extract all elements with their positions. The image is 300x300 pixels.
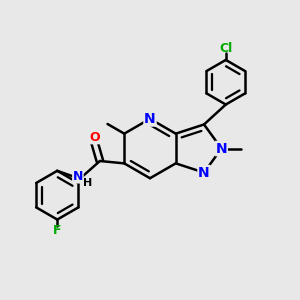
Text: Cl: Cl — [219, 42, 232, 55]
Text: N: N — [216, 142, 227, 155]
Text: N: N — [73, 170, 83, 183]
Text: N: N — [144, 112, 156, 126]
Text: H: H — [83, 178, 93, 188]
Text: N: N — [198, 166, 210, 180]
Text: F: F — [53, 224, 61, 237]
Text: O: O — [89, 131, 100, 144]
Text: N: N — [198, 166, 210, 180]
Text: N: N — [144, 112, 156, 126]
Text: N: N — [216, 142, 227, 155]
